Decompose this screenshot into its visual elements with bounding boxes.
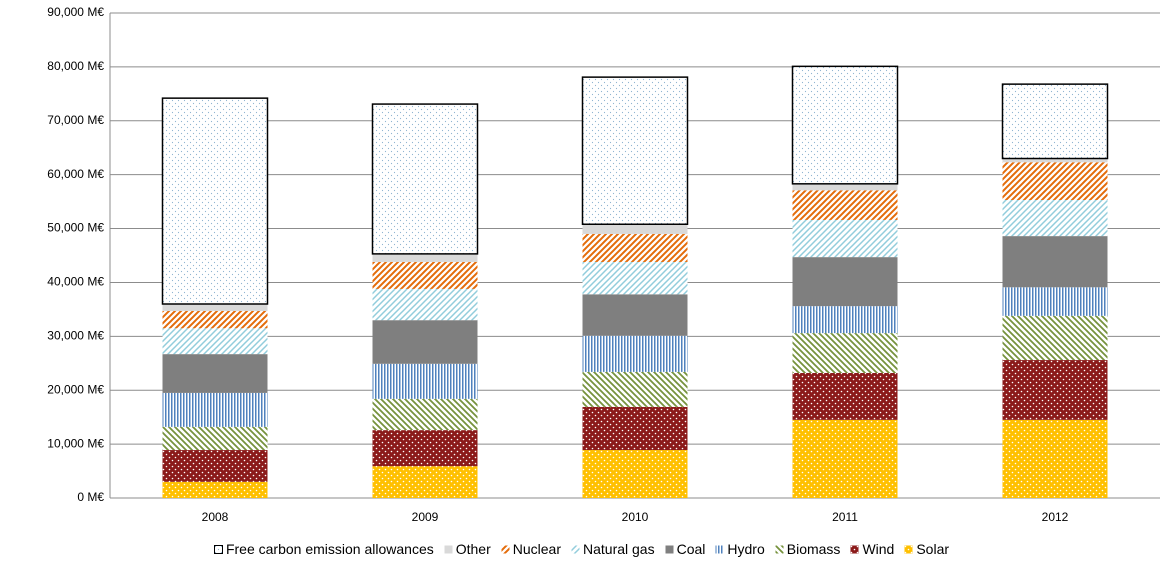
legend-label: Natural gas (583, 541, 655, 557)
legend-item: Nuclear (501, 541, 561, 557)
bar-segment (162, 304, 268, 312)
chart: 0 M€ 10,000 M€ 20,000 M€ 30,000 M€ 40,000 M€… (47, 5, 1160, 524)
legend-swatch (501, 545, 510, 553)
legend-swatch (715, 545, 724, 553)
legend-item: Biomass (775, 541, 841, 557)
bar-segment (1002, 315, 1108, 361)
bar-segment (582, 233, 688, 262)
legend-label: Biomass (786, 541, 841, 557)
y-tick-label: 90,000 M€ (47, 5, 104, 19)
bar-segment (161, 97, 269, 305)
x-tick-label: 2008 (202, 510, 229, 524)
bar-segment (792, 333, 898, 373)
bar-segment (372, 363, 478, 399)
bar-segment (1002, 162, 1108, 200)
bar-segment (792, 183, 898, 191)
bar-segment (792, 257, 898, 307)
bar-segment (162, 481, 268, 498)
bar-segment (162, 392, 268, 427)
bar-segment (1002, 236, 1108, 288)
x-tick-label: 2009 (412, 510, 439, 524)
bar-segment (162, 450, 268, 482)
legend-swatch (571, 545, 580, 553)
legend-item: Wind (850, 541, 894, 557)
bar-segment (162, 426, 268, 451)
bar-segment (372, 430, 478, 467)
legend-item: Free carbon emission allowances (213, 541, 434, 557)
legend-swatch (775, 545, 784, 553)
bar-segment (372, 320, 478, 364)
legend-label: Coal (676, 541, 706, 557)
y-tick-label: 50,000 M€ (47, 221, 104, 235)
legend-item: Coal (665, 541, 706, 557)
y-tick-label: 30,000 M€ (47, 329, 104, 343)
y-tick-label: 0 M€ (77, 490, 104, 504)
legend-item: Solar (904, 541, 949, 557)
bar-segment (1001, 83, 1109, 160)
legend-label: Wind (862, 541, 895, 557)
legend: Free carbon emission allowances Other Nucl… (0, 541, 1163, 557)
legend-label: Hydro (727, 541, 765, 557)
y-tick-label: 20,000 M€ (47, 382, 104, 396)
x-tick-label: 2012 (1042, 510, 1069, 524)
bar-segment (792, 190, 898, 220)
bar-segment (582, 224, 688, 234)
bar-segment (582, 261, 688, 295)
y-tick-label: 40,000 M€ (47, 275, 104, 289)
bar-segment (791, 65, 899, 185)
legend-swatch (213, 544, 223, 554)
legend-swatch (850, 545, 859, 553)
bar-segment (582, 450, 688, 498)
bar-segment (162, 328, 268, 355)
bar-segment (792, 419, 898, 498)
bar-segment (162, 311, 268, 329)
bar-segment (372, 466, 478, 498)
legend-label: Nuclear (512, 541, 561, 557)
bar-segment (372, 253, 478, 262)
y-tick-label: 60,000 M€ (47, 167, 104, 181)
bar-segment (372, 288, 478, 321)
legend-item: Other (444, 541, 491, 557)
x-tick-label: 2010 (622, 510, 649, 524)
bar-segment (372, 398, 478, 431)
legend-label: Solar (916, 541, 950, 557)
legend-swatch (444, 545, 453, 553)
y-tick-label: 10,000 M€ (47, 436, 104, 450)
bar-segment (792, 372, 898, 420)
legend-label: Other (455, 541, 491, 557)
bar-segment (162, 354, 268, 393)
bar-segment (1002, 419, 1108, 498)
bar-segment (582, 371, 688, 407)
bar-segment (1002, 199, 1108, 237)
bar-segment (582, 294, 688, 336)
legend-item: Natural gas (571, 541, 655, 557)
x-tick-label: 2011 (832, 510, 858, 524)
legend-label: Free carbon emission allowances (225, 541, 434, 557)
y-tick-label: 80,000 M€ (47, 59, 104, 73)
legend-swatch (904, 545, 913, 553)
bar-segment (371, 103, 479, 255)
bar-segment (372, 261, 478, 289)
y-tick-label: 70,000 M€ (47, 113, 104, 127)
bar-segment (582, 406, 688, 451)
bar-segment (1002, 360, 1108, 420)
bar-segment (792, 219, 898, 258)
legend-item: Hydro (715, 541, 765, 557)
bar-segment (1002, 158, 1108, 163)
bar-segment (1002, 287, 1108, 316)
legend-swatch (665, 545, 674, 553)
bar-segment (582, 335, 688, 372)
bar-segment (581, 76, 689, 225)
bar-segment (792, 306, 898, 334)
